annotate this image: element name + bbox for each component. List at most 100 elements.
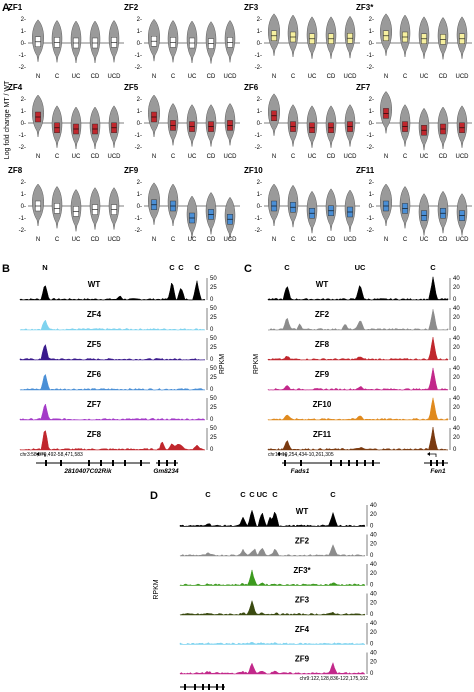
scale-bottom-label: 0 — [453, 447, 457, 453]
scale-bottom-label: 0 — [453, 417, 457, 423]
category-label: UC — [420, 237, 429, 243]
track-zf3-star: ZF3* 40 20 0 — [179, 562, 377, 589]
violin-plot-title: ZF7 — [356, 83, 371, 92]
y-tick-label: 1- — [21, 192, 26, 198]
track-label: ZF5 — [87, 340, 102, 349]
track-label: ZF8 — [315, 340, 330, 349]
y-tick-label: -1- — [255, 133, 262, 139]
y-tick-label: -2- — [135, 65, 142, 71]
panel-c-tracks: C C UC CWT40200ZF240200ZF840200ZF940200ZF10… — [244, 263, 460, 475]
violin-plot-title: ZF3* — [356, 3, 374, 12]
y-tick-label: 0- — [21, 41, 26, 47]
category-label: UC — [420, 74, 429, 80]
track-label: WT — [296, 507, 309, 516]
track-label: ZF9 — [295, 654, 310, 663]
track-label: ZF3 — [295, 595, 310, 604]
y-tick-label: 0- — [137, 121, 142, 127]
signal-trace — [19, 373, 206, 391]
scale-top-label: 50 — [210, 426, 217, 432]
category-label: C — [403, 237, 408, 243]
category-label: C — [55, 154, 60, 160]
tss-arrowhead — [36, 452, 39, 456]
y-tick-label: -2- — [255, 228, 262, 234]
gene-exon — [372, 460, 374, 466]
scale-mid-label: 20 — [370, 630, 377, 636]
category-label: C — [291, 237, 296, 243]
tss-arrowhead — [277, 452, 280, 456]
category-label: CD — [327, 237, 336, 243]
y-tick-label: 0- — [257, 121, 262, 127]
violin-plot-zf3-star: ZF3* 2- 1- 0- -1- -2- N C UC CD UCD — [356, 3, 472, 80]
y-tick-label: 2- — [137, 17, 142, 23]
signal-trace — [19, 280, 206, 301]
scale-top-label: 40 — [370, 621, 377, 627]
category-label: UCD — [108, 154, 122, 160]
signal-trace — [179, 544, 366, 557]
rpkm-axis-label: RPKM — [253, 354, 260, 374]
peak-label: C — [430, 263, 436, 272]
track-wt: WT 40 20 0 — [179, 503, 377, 530]
y-tick-label: 2- — [21, 97, 26, 103]
violin-plot-title: ZF4 — [8, 83, 23, 92]
scale-mid-label: 20 — [453, 285, 460, 291]
gene-exon — [60, 460, 62, 466]
track-label: WT — [316, 280, 329, 289]
category-label: N — [36, 74, 40, 80]
category-label: C — [171, 74, 176, 80]
category-label: UC — [188, 154, 197, 160]
scale-mid-label: 20 — [453, 345, 460, 351]
tss-arrow — [280, 453, 287, 457]
y-tick-label: -2- — [135, 228, 142, 234]
peak-label: C — [178, 263, 184, 272]
track-zf9: ZF9 40 20 0 — [179, 651, 377, 677]
violin-plot-zf2: ZF2 2- 1- 0- -1- -2- N C UC CD UCD — [124, 3, 240, 80]
gene-name: Gm8234 — [153, 468, 179, 475]
track-label: ZF3* — [293, 566, 311, 575]
violin-plot-zf3: ZF3 2- 1- 0- -1- -2- N C UC CD UCD — [244, 3, 360, 80]
gene-exon — [300, 460, 302, 466]
category-label: UCD — [456, 237, 470, 243]
panel-letter: C — [244, 263, 252, 275]
scale-mid-label: 20 — [370, 541, 377, 547]
track-label: ZF8 — [87, 430, 102, 439]
category-label: C — [291, 154, 296, 160]
gene-exon — [112, 460, 114, 466]
scale-bottom-label: 0 — [453, 297, 457, 303]
category-label: UCD — [456, 154, 470, 160]
category-label: CD — [91, 237, 100, 243]
category-label: CD — [91, 74, 100, 80]
tss-arrow — [430, 453, 437, 457]
gene-exon — [100, 460, 102, 466]
y-tick-label: 0- — [21, 204, 26, 210]
scale-top-label: 50 — [210, 276, 217, 282]
category-label: N — [152, 154, 156, 160]
category-label: UCD — [456, 74, 470, 80]
tss-arrowhead — [427, 452, 430, 456]
gene-exon — [158, 460, 160, 466]
category-label: UCD — [108, 74, 122, 80]
genomic-coordinate: chr9:122,128,836-122,175,102 — [300, 676, 369, 682]
tss-arrow — [39, 453, 46, 457]
y-tick-label: 1- — [137, 109, 142, 115]
scale-top-label: 40 — [453, 336, 460, 342]
peak-label: C — [249, 490, 255, 499]
y-tick-label: 1- — [21, 109, 26, 115]
violin-plot-title: ZF8 — [8, 166, 23, 175]
scale-bottom-label: 0 — [370, 524, 374, 530]
gene-exon — [166, 460, 168, 466]
category-label: C — [291, 74, 296, 80]
y-tick-label: 1- — [257, 109, 262, 115]
category-label: CD — [439, 74, 448, 80]
y-tick-label: -1- — [135, 216, 142, 222]
peak-label: C — [169, 263, 175, 272]
category-label: N — [272, 74, 276, 80]
scale-top-label: 50 — [210, 336, 217, 342]
y-tick-label: -2- — [255, 145, 262, 151]
category-label: CD — [207, 154, 216, 160]
violin-plot-zf9: ZF9 2- 1- 0- -1- -2- N C UC CD UCD — [124, 166, 240, 243]
y-tick-label: -1- — [367, 133, 374, 139]
scale-top-label: 40 — [453, 276, 460, 282]
panel-a-ylabel: Log fold change MT / WT — [4, 80, 11, 159]
y-tick-label: 0- — [369, 121, 374, 127]
signal-trace — [179, 509, 366, 527]
